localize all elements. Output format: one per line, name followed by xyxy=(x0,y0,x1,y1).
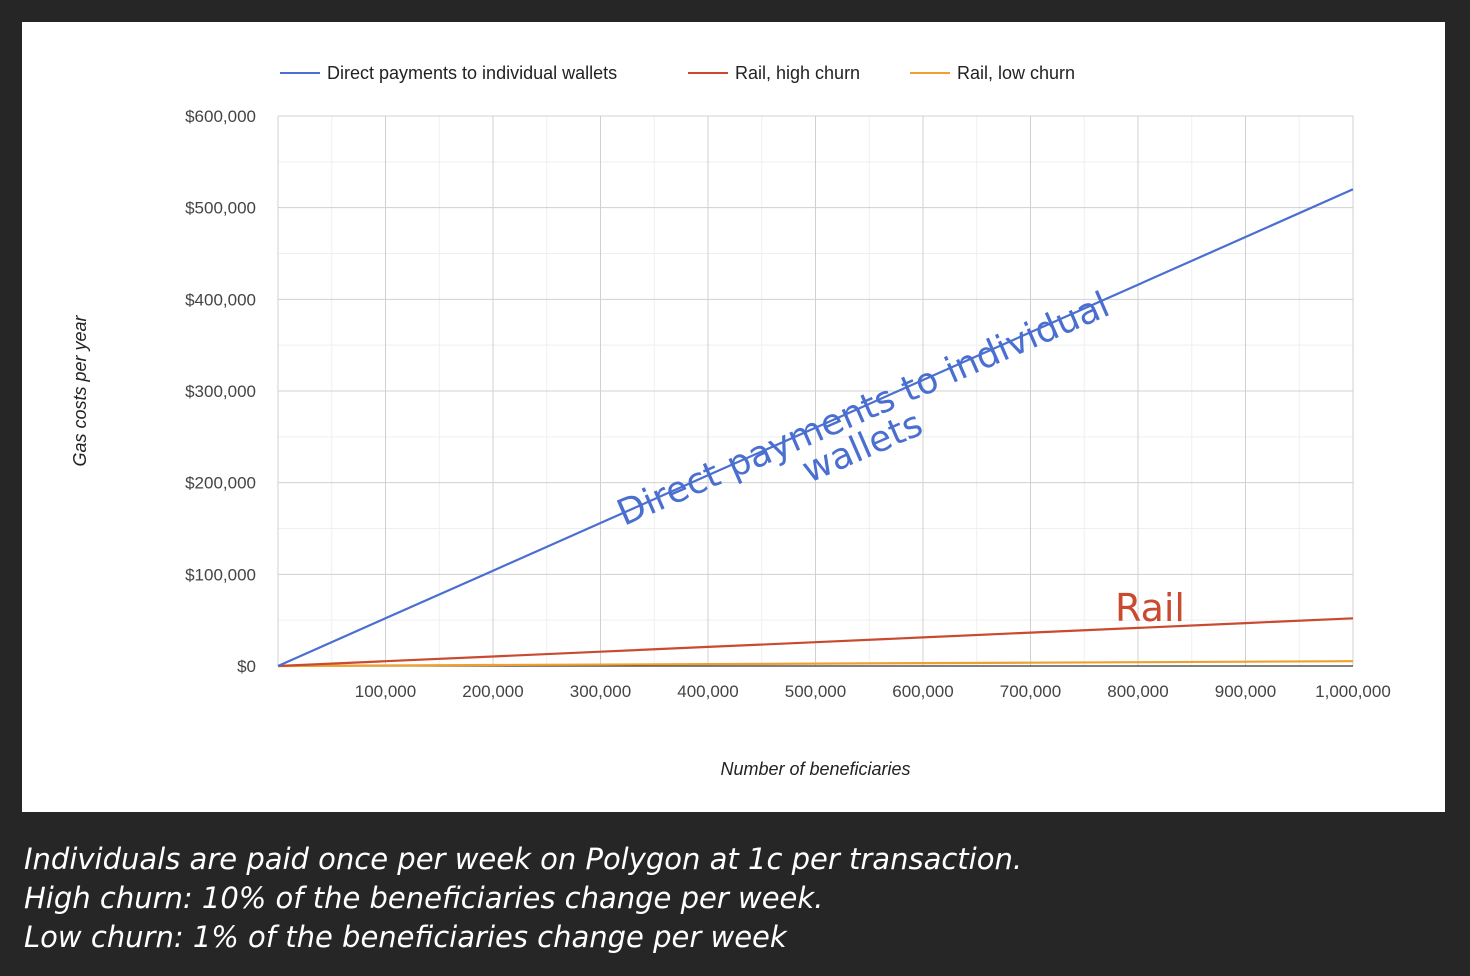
y-tick-label: $0 xyxy=(237,657,256,676)
x-tick-label: 400,000 xyxy=(677,682,738,701)
series-line-0 xyxy=(277,188,1354,668)
series-line-2 xyxy=(277,660,1354,668)
y-axis-title: Gas costs per year xyxy=(70,314,90,466)
x-axis-ticks: 100,000 200,000 300,000 400,000 500,000 600,0… xyxy=(355,682,1391,701)
y-tick-label: $400,000 xyxy=(185,290,256,309)
y-tick-label: $200,000 xyxy=(185,474,256,493)
chart-series xyxy=(277,188,1354,668)
x-tick-label: 800,000 xyxy=(1107,682,1168,701)
chart-legend: Direct payments to individual wallets Ra… xyxy=(280,63,1075,83)
caption: Individuals are paid once per week on Po… xyxy=(24,840,1022,957)
caption-line-1: Individuals are paid once per week on Po… xyxy=(24,842,1023,876)
chart-panel: Direct payments to individual wallets Ra… xyxy=(22,22,1445,812)
caption-line-2: High churn: 10% of the beneficiaries cha… xyxy=(24,881,824,915)
x-tick-label: 300,000 xyxy=(570,682,631,701)
line-chart: Direct payments to individual wallets Ra… xyxy=(70,63,1391,779)
annotation-direct-line1: Direct payments to individual xyxy=(611,285,1115,535)
y-tick-label: $100,000 xyxy=(185,565,256,584)
x-tick-label: 600,000 xyxy=(892,682,953,701)
caption-line-3: Low churn: 1% of the beneficiaries chang… xyxy=(24,920,787,954)
x-tick-label: 1,000,000 xyxy=(1315,682,1391,701)
chart-grid xyxy=(277,115,1354,667)
y-tick-label: $600,000 xyxy=(185,107,256,126)
x-tick-label: 100,000 xyxy=(355,682,416,701)
x-tick-label: 700,000 xyxy=(1000,682,1061,701)
y-axis-ticks: $0 $100,000 $200,000 $300,000 $400,000 $500,0… xyxy=(185,107,256,676)
chart-annotations: Direct payments to individual wallets Ra… xyxy=(611,285,1185,630)
x-axis-title: Number of beneficiaries xyxy=(720,759,910,779)
y-tick-label: $500,000 xyxy=(185,199,256,218)
annotation-rail: Rail xyxy=(1115,586,1185,630)
legend-label-rail-low: Rail, low churn xyxy=(957,63,1075,83)
series-line-1 xyxy=(277,617,1354,668)
x-tick-label: 500,000 xyxy=(785,682,846,701)
legend-label-rail-high: Rail, high churn xyxy=(735,63,860,83)
legend-label-direct: Direct payments to individual wallets xyxy=(327,63,617,83)
x-tick-label: 200,000 xyxy=(462,682,523,701)
x-tick-label: 900,000 xyxy=(1215,682,1276,701)
y-tick-label: $300,000 xyxy=(185,382,256,401)
